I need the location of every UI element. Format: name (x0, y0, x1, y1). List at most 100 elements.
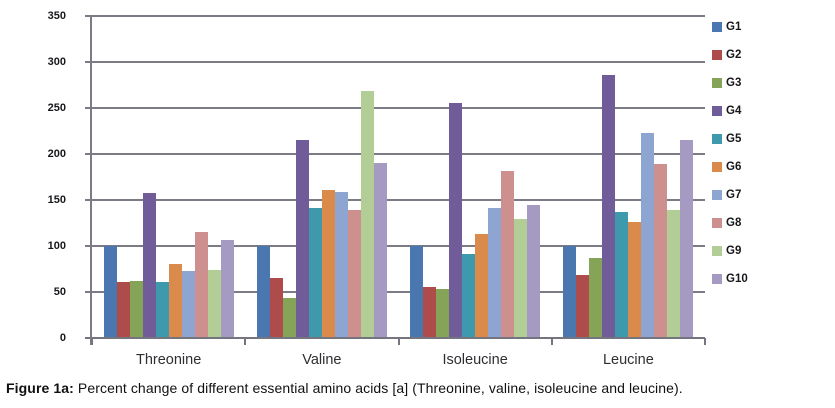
bar-g2-leucine (576, 274, 590, 338)
plot-area (85, 15, 706, 345)
bar-group-isoleucine (399, 16, 552, 338)
figure-caption-text: Percent change of different essential am… (73, 380, 683, 396)
x-axis-labels: Threonine Valine Isoleucine Leucine (92, 352, 705, 368)
bar-g10-threonine (220, 239, 234, 338)
bar-group-leucine (552, 16, 705, 338)
y-axis-tick-label: 300 (47, 56, 66, 68)
x-axis-tick (704, 338, 706, 345)
bar-group-valine (245, 16, 398, 338)
legend-swatch-g5 (712, 134, 722, 144)
bar-g10-isoleucine (527, 204, 541, 338)
legend-item-g5: G5 (712, 133, 748, 145)
bar-g1-valine (256, 246, 270, 338)
figure-caption-prefix: Figure 1a: (6, 380, 74, 396)
bar-g5-valine (308, 208, 322, 338)
bar-groups-container (92, 16, 705, 338)
chart-legend: G1 G2 G3 G4 G5 G6 G7 G8 G9 G10 (712, 21, 748, 285)
gridline (85, 15, 705, 17)
category-label-isoleucine: Isoleucine (442, 352, 508, 368)
bar-g10-valine (373, 163, 387, 338)
gridline (85, 61, 705, 63)
bar-g5-leucine (615, 212, 629, 338)
bar-g5-threonine (155, 281, 169, 338)
bar-g8-leucine (654, 164, 668, 338)
bar-g4-leucine (602, 74, 616, 338)
bar-g6-valine (321, 189, 335, 338)
bar-g2-valine (269, 278, 283, 338)
legend-item-g7: G7 (712, 189, 748, 201)
bar-g8-isoleucine (501, 170, 515, 338)
category-label-threonine: Threonine (135, 352, 202, 368)
bar-g5-isoleucine (462, 254, 476, 338)
y-axis-tick-label: 0 (59, 332, 66, 344)
bar-g10-leucine (680, 140, 694, 338)
bar-g6-leucine (628, 222, 642, 338)
x-axis-tick (91, 338, 93, 345)
gridline (85, 153, 705, 155)
legend-label-g2: G2 (726, 49, 742, 61)
gridline (85, 199, 705, 201)
legend-label-g8: G8 (726, 217, 742, 229)
y-axis-tick-label: 100 (47, 240, 66, 252)
x-axis-tick (550, 338, 553, 345)
legend-swatch-g4 (712, 106, 722, 116)
y-axis-tick-label: 50 (53, 286, 66, 298)
bar-g9-threonine (207, 269, 221, 338)
gridline (85, 291, 705, 293)
bar-g8-valine (347, 210, 361, 338)
legend-item-g10: G10 (712, 273, 748, 285)
legend-swatch-g6 (712, 162, 722, 172)
bar-g3-threonine (129, 281, 143, 338)
y-axis-labels: 0 50 100 150 200 250 300 350 (0, 10, 78, 344)
bar-g9-leucine (667, 210, 681, 338)
legend-item-g6: G6 (712, 161, 748, 173)
y-axis-line (90, 16, 92, 345)
y-axis-tick-label: 350 (47, 10, 66, 22)
legend-label-g1: G1 (726, 21, 742, 33)
bar-g3-isoleucine (436, 289, 450, 338)
legend-item-g3: G3 (712, 77, 748, 89)
legend-swatch-g3 (712, 78, 722, 88)
bar-g3-valine (282, 298, 296, 338)
legend-label-g9: G9 (726, 245, 742, 257)
bar-g2-threonine (116, 281, 130, 338)
legend-swatch-g1 (712, 22, 722, 32)
legend-item-g2: G2 (712, 49, 748, 61)
legend-swatch-g8 (712, 218, 722, 228)
figure-caption: Figure 1a: Percent change of different e… (6, 380, 826, 396)
legend-label-g4: G4 (726, 105, 742, 117)
bar-g6-isoleucine (475, 234, 489, 338)
legend-swatch-g9 (712, 246, 722, 256)
legend-label-g7: G7 (726, 189, 742, 201)
category-label-valine: Valine (302, 352, 342, 368)
legend-item-g4: G4 (712, 105, 748, 117)
legend-swatch-g2 (712, 50, 722, 60)
bar-g7-isoleucine (488, 208, 502, 338)
legend-label-g10: G10 (726, 273, 748, 285)
legend-swatch-g7 (712, 190, 722, 200)
y-axis-tick-label: 200 (47, 148, 66, 160)
bar-g6-threonine (168, 263, 182, 338)
bar-g7-valine (334, 191, 348, 338)
x-axis-tick (397, 338, 400, 345)
legend-item-g8: G8 (712, 217, 748, 229)
bar-g1-isoleucine (410, 246, 424, 338)
legend-label-g3: G3 (726, 77, 742, 89)
x-axis-tick (244, 338, 247, 345)
bar-g4-valine (295, 140, 309, 338)
bar-g9-valine (360, 90, 374, 338)
y-axis-tick-label: 150 (47, 194, 66, 206)
bar-g7-threonine (181, 270, 195, 338)
bar-g1-leucine (563, 246, 577, 338)
gridline (85, 245, 705, 247)
category-label-leucine: Leucine (602, 352, 654, 368)
y-axis-tick-label: 250 (47, 102, 66, 114)
legend-item-g9: G9 (712, 245, 748, 257)
bar-g9-isoleucine (514, 219, 528, 338)
x-axis-baseline (85, 337, 705, 339)
legend-swatch-g10 (712, 274, 722, 284)
bar-g7-leucine (641, 132, 655, 338)
bar-g4-threonine (142, 192, 156, 338)
legend-label-g5: G5 (726, 133, 742, 145)
